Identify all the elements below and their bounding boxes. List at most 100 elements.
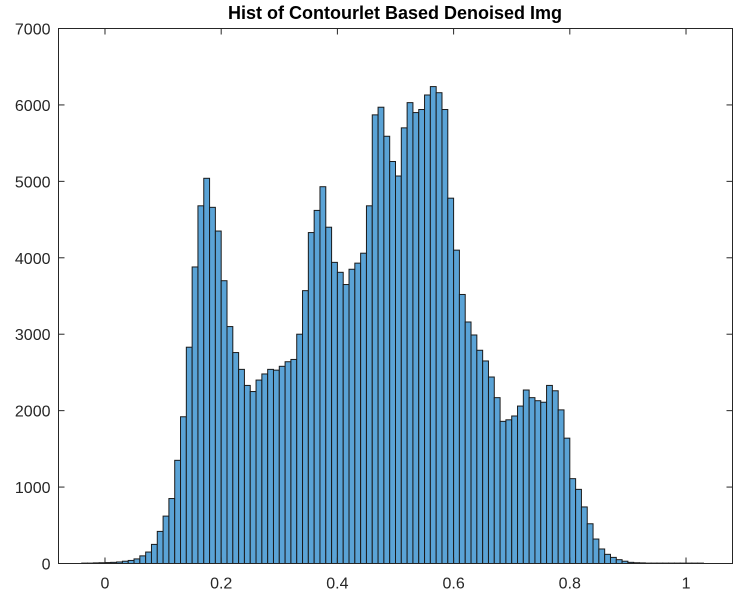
y-tick-label: 5000 [15,174,51,191]
histogram-bar [435,92,443,564]
histogram-bar [464,321,472,564]
histogram-bar [487,376,495,565]
histogram-bar [249,391,257,565]
histogram-bar [592,538,600,564]
histogram-bar [569,478,577,564]
histogram-bar [331,261,338,564]
x-tick-label: 0.8 [559,576,581,593]
histogram-bar [220,280,228,564]
histogram-bar [482,360,489,564]
histogram-bar [267,368,274,564]
histogram-bar [389,160,397,565]
y-tick-label: 6000 [15,98,51,115]
x-tick-label: 0 [101,576,110,593]
histogram-bars [81,86,704,565]
histogram-bar [238,368,245,564]
histogram-bar [261,373,269,564]
histogram-bar [284,361,292,565]
histogram-bar [180,416,187,565]
histogram-bar [557,409,565,564]
histogram-bar [342,284,350,564]
histogram-bar [150,543,158,565]
histogram-bar [377,106,385,564]
histogram-bar [255,379,263,564]
x-tick-label: 1 [682,576,691,593]
histogram-bar [522,389,530,565]
histogram-bar [185,346,193,564]
histogram-bar [133,558,141,564]
histogram-bar [517,405,524,564]
y-tick-label: 1000 [15,480,51,497]
histogram-bar [197,205,205,564]
histogram-bar [615,559,623,564]
y-tick-label: 7000 [15,22,51,39]
histogram-bar [272,369,280,565]
histogram-bar [313,209,321,564]
histogram-bar [470,334,478,565]
histogram-bar [586,523,594,565]
histogram-bar [400,127,408,565]
histogram-bar [493,397,501,564]
y-tick-label: 0 [42,557,51,574]
histogram-bar [604,553,611,565]
histogram-bar [348,268,356,564]
histogram-bar [243,384,251,565]
histogram-bar [395,175,402,564]
histogram-bar [156,530,164,565]
histogram-bar [139,555,147,564]
histogram-bar [534,400,542,564]
y-tick-label: 2000 [15,404,51,421]
histogram-bar [354,262,362,564]
histogram-bar [296,333,304,564]
histogram-bar [191,266,199,564]
histogram-bar [580,506,588,565]
histogram-bar [162,515,170,564]
histogram-bar [429,86,437,564]
histogram-bar [168,498,176,565]
histogram-bar [453,249,460,564]
chart-title: Hist of Contourlet Based Denoised Img [228,3,562,23]
histogram-bar [319,186,327,565]
histogram-bar [365,205,373,564]
plot-area-frame [58,28,733,564]
y-axis: 0 1000 2000 3000 4000 5000 6000 7000 [15,22,733,574]
histogram-bar [203,177,211,565]
histogram-bar [424,94,431,565]
histogram-bar [336,271,344,564]
histogram-bar [528,397,536,564]
histogram-bar [563,437,571,564]
histogram-bar [371,114,379,565]
histogram-bar [406,102,414,564]
histogram-bar [226,326,234,564]
histogram-bar [458,293,466,564]
x-tick-label: 0.2 [210,576,232,593]
histogram-bar [209,206,216,564]
x-axis: 0 0.2 0.4 0.6 0.8 1 [101,28,691,593]
y-tick-label: 4000 [15,251,51,268]
histogram-bar [412,112,420,564]
histogram-bar [302,290,309,564]
histogram-bar [575,488,582,564]
histogram-bar [232,352,240,564]
histogram-bar [540,401,548,564]
histogram-bar [447,197,455,564]
histogram-bar [476,349,484,565]
histogram-bar [551,390,559,564]
histogram-bar [214,230,222,564]
histogram-bar [499,420,507,564]
histogram-bar [546,384,553,565]
histogram-bar [505,419,513,564]
histogram-bar [360,252,367,564]
histogram-bar [325,226,333,565]
x-tick-label: 0.6 [442,576,464,593]
histogram-bar [174,459,182,565]
histogram-bar [383,135,391,564]
histogram-bar [511,415,519,564]
x-tick-label: 0.4 [326,576,348,593]
histogram-bar [609,556,617,565]
histogram-bar [418,109,426,564]
histogram-bar [598,548,606,564]
histogram-bar [290,358,298,564]
histogram-bar [307,232,315,564]
